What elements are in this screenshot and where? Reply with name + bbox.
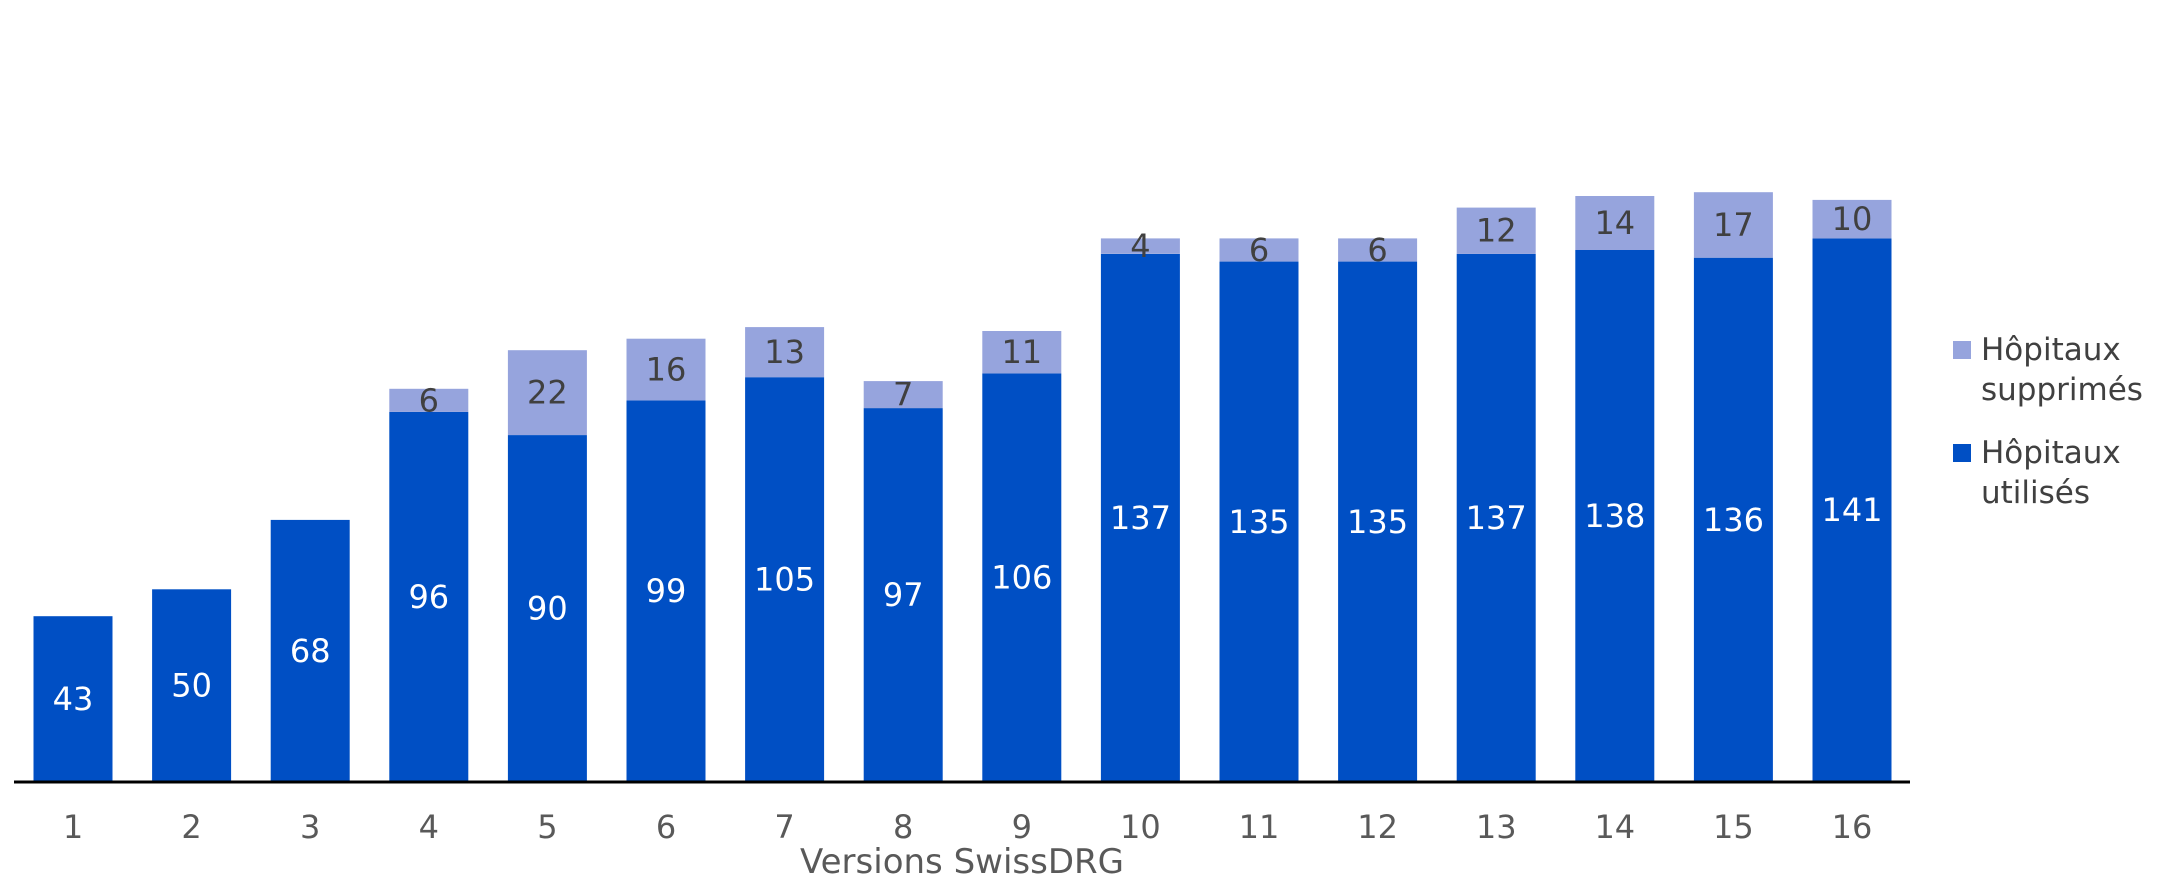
x-tick-label-2: 2 xyxy=(181,808,201,846)
value-label-supprimes-9: 11 xyxy=(1001,333,1042,371)
x-tick-label-15: 15 xyxy=(1713,808,1754,846)
bar-utilises-10 xyxy=(1100,253,1180,782)
bars-layer xyxy=(33,192,1892,783)
value-label-utilises-6: 99 xyxy=(646,572,687,610)
x-tick-label-7: 7 xyxy=(774,808,794,846)
bar-utilises-5 xyxy=(507,435,587,782)
value-label-utilises-11: 135 xyxy=(1228,503,1289,541)
bar-utilises-2 xyxy=(152,589,232,783)
value-label-supprimes-16: 10 xyxy=(1832,200,1873,238)
x-tick-label-5: 5 xyxy=(537,808,557,846)
value-label-supprimes-8: 7 xyxy=(893,376,913,414)
bar-supprimes-8 xyxy=(863,381,943,409)
x-tick-label-12: 12 xyxy=(1357,808,1398,846)
bar-utilises-6 xyxy=(626,400,706,782)
bar-utilises-7 xyxy=(745,377,825,782)
value-label-utilises-8: 97 xyxy=(883,576,924,614)
value-label-utilises-14: 138 xyxy=(1584,497,1645,535)
bar-utilises-12 xyxy=(1338,261,1418,783)
value-label-utilises-7: 105 xyxy=(754,561,815,599)
value-label-supprimes-15: 17 xyxy=(1713,206,1754,244)
x-tick-label-14: 14 xyxy=(1594,808,1635,846)
value-labels-layer: 43 50689669022991610513977106111374135613… xyxy=(53,200,1883,718)
bar-supprimes-9 xyxy=(982,331,1062,374)
x-tick-labels: 1 2 3 4 5 6 7 8 9 10 11 12 13 14 15 16 xyxy=(63,808,1873,846)
bar-supprimes-10 xyxy=(1100,238,1180,254)
value-label-utilises-13: 137 xyxy=(1466,499,1527,537)
bar-supprimes-6 xyxy=(626,338,706,401)
bar-supprimes-11 xyxy=(1219,238,1299,262)
bar-supprimes-12 xyxy=(1338,238,1418,262)
x-tick-label-9: 9 xyxy=(1012,808,1032,846)
bar-supprimes-5 xyxy=(507,350,587,435)
value-label-supprimes-10: 4 xyxy=(1130,227,1150,265)
bar-supprimes-4 xyxy=(389,388,469,412)
value-label-utilises-4: 96 xyxy=(408,578,449,616)
value-label-supprimes-14: 14 xyxy=(1594,204,1635,242)
value-label-supprimes-5: 22 xyxy=(527,374,568,412)
x-tick-label-8: 8 xyxy=(893,808,913,846)
bar-utilises-3 xyxy=(270,519,350,782)
x-tick-label-4: 4 xyxy=(419,808,439,846)
value-label-supprimes-4: 6 xyxy=(419,381,439,419)
x-tick-label-10: 10 xyxy=(1120,808,1161,846)
value-label-utilises-3: 68 xyxy=(290,632,331,670)
bar-supprimes-7 xyxy=(745,327,825,378)
value-label-supprimes-7: 13 xyxy=(764,333,805,371)
value-label-utilises-10: 137 xyxy=(1110,499,1171,537)
legend-swatch-utilises xyxy=(1953,444,1971,462)
value-label-utilises-1: 43 xyxy=(53,680,94,718)
x-tick-label-3: 3 xyxy=(300,808,320,846)
x-tick-label-6: 6 xyxy=(656,808,676,846)
bar-utilises-15 xyxy=(1693,257,1773,782)
bar-utilises-9 xyxy=(982,373,1062,782)
bar-utilises-4 xyxy=(389,411,469,782)
bar-utilises-11 xyxy=(1219,261,1299,783)
x-tick-label-16: 16 xyxy=(1832,808,1873,846)
bar-supprimes-13 xyxy=(1456,207,1536,254)
bar-supprimes-15 xyxy=(1693,192,1773,258)
x-tick-label-11: 11 xyxy=(1239,808,1280,846)
x-axis-title: Versions SwissDRG xyxy=(800,842,1124,882)
bar-supprimes-14 xyxy=(1575,196,1655,250)
value-label-utilises-2: 50 xyxy=(171,667,212,705)
x-tick-label-1: 1 xyxy=(63,808,83,846)
bar-utilises-1 xyxy=(33,616,113,782)
value-label-utilises-15: 136 xyxy=(1703,501,1764,539)
x-tick-label-13: 13 xyxy=(1476,808,1517,846)
value-label-utilises-9: 106 xyxy=(991,559,1052,597)
bar-utilises-13 xyxy=(1456,253,1536,782)
value-label-supprimes-13: 12 xyxy=(1476,212,1517,250)
bar-utilises-16 xyxy=(1812,238,1892,782)
value-label-utilises-12: 135 xyxy=(1347,503,1408,541)
value-label-utilises-16: 141 xyxy=(1821,491,1882,529)
value-label-supprimes-12: 6 xyxy=(1367,231,1387,269)
legend-label-utilises: Hôpitaux utilisés xyxy=(1981,435,2121,511)
legend-label-supprimes: Hôpitaux supprimés xyxy=(1981,332,2143,408)
value-label-supprimes-11: 6 xyxy=(1249,231,1269,269)
bar-utilises-8 xyxy=(863,408,943,782)
legend-swatch-supprimes xyxy=(1953,341,1971,359)
bar-utilises-14 xyxy=(1575,250,1655,782)
legend: Hôpitaux supprimés Hôpitaux utilisés xyxy=(1953,332,2143,511)
value-label-utilises-5: 90 xyxy=(527,590,568,628)
value-label-supprimes-6: 16 xyxy=(646,351,687,389)
bar-supprimes-16 xyxy=(1812,199,1892,239)
